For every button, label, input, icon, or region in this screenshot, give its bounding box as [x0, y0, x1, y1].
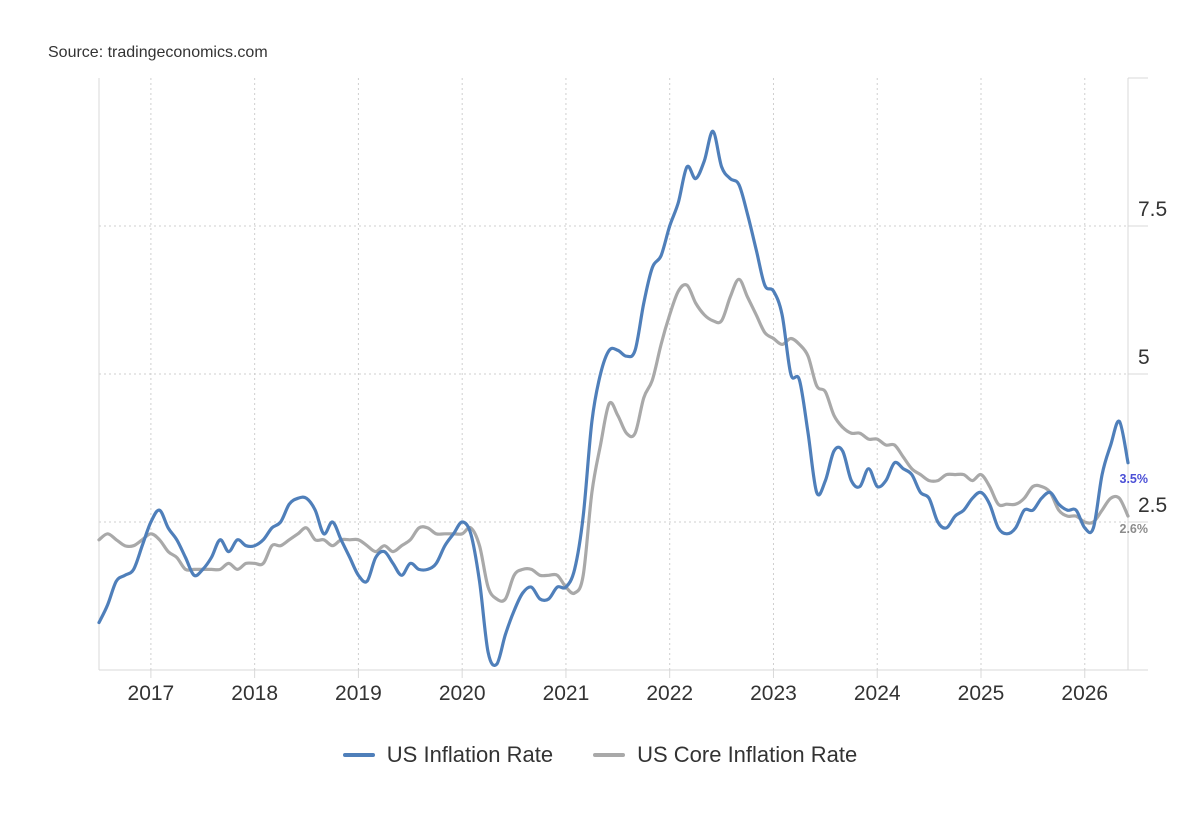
x-tick-label: 2017: [128, 682, 175, 705]
legend-swatch-us-core-inflation-rate: [593, 753, 626, 757]
y-tick-label: 7.5: [1138, 198, 1167, 221]
series-line-us-inflation-rate: [97, 129, 1130, 668]
legend: US Inflation Rate US Core Inflation Rate: [0, 742, 1200, 768]
x-tick-label: 2022: [646, 682, 693, 705]
x-tick-label: 2020: [439, 682, 486, 705]
legend-item-us-inflation-rate[interactable]: US Inflation Rate: [342, 742, 554, 768]
y-tick-label: 5: [1138, 346, 1150, 369]
end-value-label-us-inflation-rate: 3.5%: [1120, 472, 1149, 486]
series-line-us-core-inflation-rate: [97, 277, 1130, 603]
y-tick-label: 2.5: [1138, 494, 1167, 517]
x-tick-label: 2018: [231, 682, 278, 705]
legend-item-us-core-inflation-rate[interactable]: US Core Inflation Rate: [593, 742, 857, 768]
end-value-label-us-core-inflation-rate: 2.6%: [1120, 522, 1149, 536]
x-tick-label: 2024: [854, 682, 901, 705]
x-tick-label: 2019: [335, 682, 382, 705]
x-tick-label: 2021: [543, 682, 590, 705]
legend-label-us-inflation-rate: US Inflation Rate: [386, 742, 554, 767]
source-label: Source: tradingeconomics.com: [48, 44, 268, 61]
legend-label-us-core-inflation-rate: US Core Inflation Rate: [637, 742, 858, 767]
x-tick-label: 2023: [750, 682, 797, 705]
x-tick-label: 2026: [1061, 682, 1108, 705]
legend-swatch-us-inflation-rate: [342, 753, 375, 757]
x-tick-label: 2025: [958, 682, 1005, 705]
